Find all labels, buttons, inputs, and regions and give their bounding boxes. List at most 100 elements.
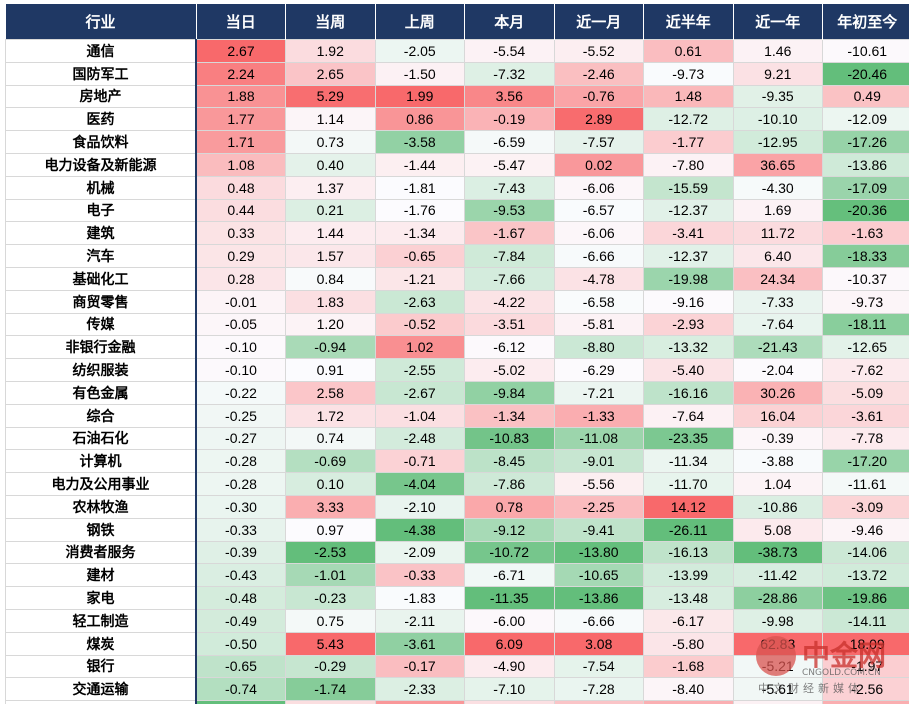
industry-name: 有色金属 [5,380,197,405]
value-cell: 1.71 [195,130,286,154]
value-cell: -5.21 [732,654,823,679]
value-cell: -0.10 [195,358,286,382]
table-row: 消费者服务 -0.39 -2.53 -2.09 -10.72 -13.80 -16.13 -3… [5,540,909,565]
table-row: 电力设备及新能源 1.08 0.40 -1.44 -5.47 0.02 -7.80 36.65… [5,152,909,177]
value-cell: -7.78 [822,426,909,451]
industry-name: 电力及公用事业 [5,472,197,496]
value-cell: -0.74 [195,677,286,702]
value-cell: 3.33 [285,494,376,519]
industry-name: 传媒 [5,312,197,337]
value-cell: -12.37 [643,198,734,223]
value-cell: -5.80 [643,631,734,656]
value-cell: -0.65 [195,654,286,679]
value-cell: 2.89 [643,700,734,704]
value-cell: -2.46 [553,61,644,86]
value-cell: 1.14 [285,107,376,132]
value-cell: -1.04 [374,403,465,428]
table-row: 交通运输 -0.74 -1.74 -2.33 -7.10 -7.28 -8.40 -5.61-… [5,677,909,702]
value-cell: -6.59 [464,130,555,154]
value-cell: -7.66 [464,266,555,291]
value-cell: 0.74 [285,426,376,451]
table-row: 房地产 1.88 5.29 1.99 3.56 -0.76 1.48 -9.35 0.49 [5,84,909,109]
value-cell: -16.16 [643,380,734,405]
value-cell: -12.09 [822,107,909,132]
industry-name: 商贸零售 [5,289,197,314]
table-row: 银行 -0.65 -0.29 -0.17 -4.90 -7.54 -1.68 -5.21 -1.… [5,654,909,679]
value-cell: 1.77 [195,107,286,132]
industry-name: 建材 [5,563,197,588]
value-cell: -23.35 [643,426,734,451]
table-row: 纺织服装 -0.10 0.91 -2.55 -5.02 -6.29 -5.40 -2.04 -7… [5,358,909,382]
value-cell: -2.05 [374,39,465,63]
value-cell: -10.10 [732,107,823,132]
value-cell: -0.29 [285,654,376,679]
value-cell: -3.41 [643,221,734,246]
value-cell: -13.86 [822,152,909,177]
value-cell: -13.99 [643,563,734,588]
value-cell: -6.57 [553,198,644,223]
value-cell: 2.65 [285,61,376,86]
table-row: 商贸零售 -0.01 1.83 -2.63 -4.22 -6.58 -9.16 -7.33 -9… [5,289,909,314]
table-row: 煤炭 -0.50 5.43 -3.61 6.09 3.08 -5.80 62.83 18.09 [5,631,909,656]
value-cell: -21.43 [732,335,823,360]
table-row: 石油石化 -0.27 0.74 -2.48 -10.83 -11.08 -23.35 -0.3… [5,426,909,451]
value-cell: 6.09 [464,631,555,656]
value-cell: -10.65 [553,563,644,588]
value-cell: 0.48 [195,175,286,200]
value-cell: -11.70 [643,472,734,496]
value-cell: -2.63 [374,289,465,314]
industry-name: 家电 [5,586,197,610]
heatmap-table: 行业 当日 当周 上周 本月 近一月 近半年 近一年 年初至今 通信 2.67 1.92 -2.05-… [5,4,909,704]
value-cell: 1.48 [643,84,734,109]
value-cell: 0.29 [195,244,286,268]
value-cell: -9.84 [464,380,555,405]
value-cell: 0.81 [374,700,465,704]
table-row: 有色金属 -0.22 2.58 -2.67 -9.84 -7.21 -16.16 30.26-… [5,380,909,405]
value-cell: 0.91 [285,358,376,382]
value-cell: -3.51 [464,312,555,337]
value-cell: -2.53 [285,540,376,565]
value-cell: -7.86 [464,472,555,496]
value-cell: -1.44 [374,152,465,177]
value-cell: -5.40 [643,358,734,382]
value-cell: -0.23 [285,586,376,610]
value-cell: -5.52 [553,39,644,63]
industry-name: 综合金融 [5,700,197,704]
table-row: 综合 -0.25 1.72 -1.04 -1.34 -1.33 -7.64 16.04 -3.6… [5,403,909,428]
value-cell: -28.86 [732,586,823,610]
industry-name: 银行 [5,654,197,679]
industry-name: 基础化工 [5,266,197,291]
value-cell: -0.01 [195,289,286,314]
value-cell: -9.35 [732,84,823,109]
value-cell: -11.42 [732,563,823,588]
value-cell: -26.11 [643,517,734,542]
value-cell: 1.92 [285,39,376,63]
industry-name: 机械 [5,175,197,200]
value-cell: -10.61 [822,39,909,63]
industry-name: 医药 [5,107,197,132]
value-cell: -7.28 [553,677,644,702]
value-cell: 2.67 [195,39,286,63]
value-cell: 0.73 [285,130,376,154]
industry-name: 钢铁 [5,517,197,542]
value-cell: 5.29 [285,84,376,109]
value-cell: -1.74 [285,677,376,702]
value-cell: -5.81 [553,312,644,337]
value-cell: -1.68 [643,654,734,679]
value-cell: 0.02 [553,152,644,177]
value-cell: -6.06 [553,221,644,246]
value-cell: -0.28 [195,472,286,496]
value-cell: -1.34 [374,221,465,246]
value-cell: -12.95 [732,130,823,154]
column-header: 行业 [5,4,197,40]
value-cell: -19.98 [643,266,734,291]
column-header: 上周 [375,4,465,40]
value-cell: -1.50 [374,61,465,86]
value-cell: 0.33 [195,221,286,246]
value-cell: -10.72 [464,540,555,565]
value-cell: -0.05 [195,312,286,337]
value-cell: -18.33 [822,244,909,268]
value-cell: -10.83 [464,426,555,451]
value-cell: -5.56 [553,472,644,496]
value-cell: -8.45 [464,449,555,474]
